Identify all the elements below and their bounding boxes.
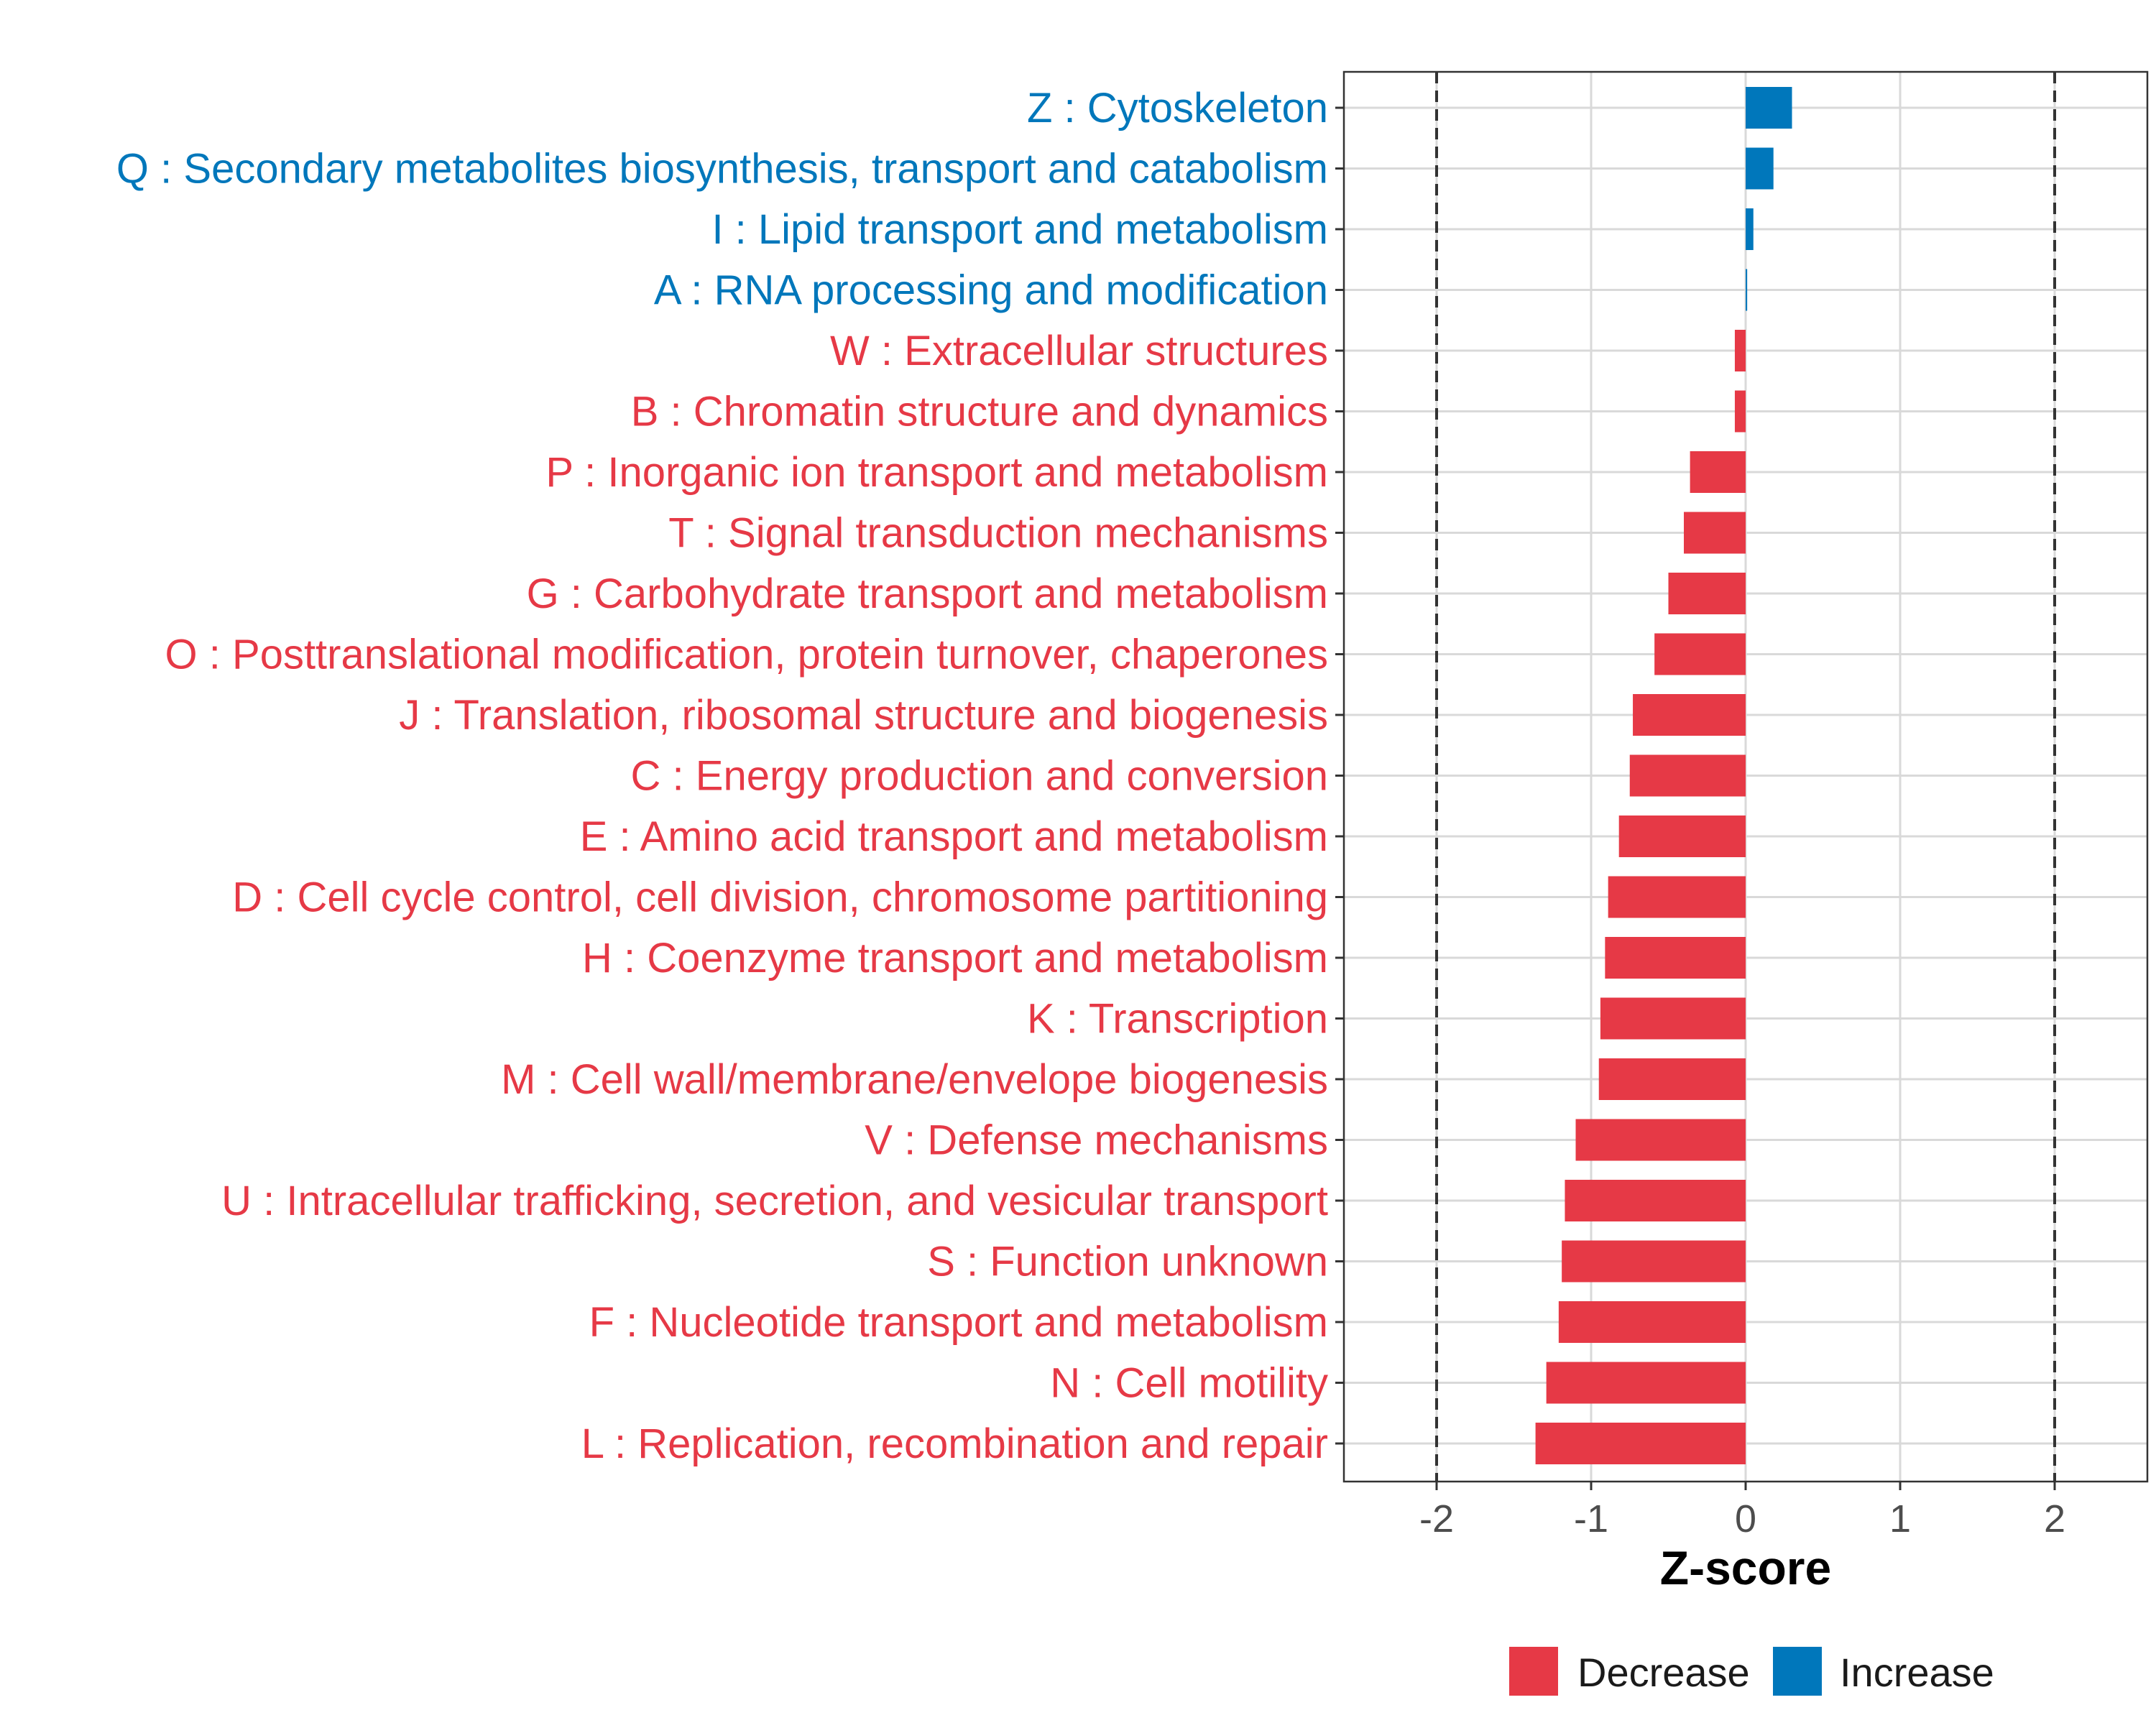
bar-increase <box>1746 147 1774 190</box>
category-label: W : Extracellular structures <box>830 328 1328 374</box>
legend-label-decrease: Decrease <box>1577 1650 1750 1695</box>
category-label: G : Carbohydrate transport and metabolis… <box>527 570 1328 617</box>
category-label: V : Defense mechanisms <box>865 1117 1328 1164</box>
category-label: A : RNA processing and modification <box>654 267 1328 314</box>
category-label: N : Cell motility <box>1050 1360 1328 1407</box>
bar-decrease <box>1690 451 1746 493</box>
reference-lines-layer <box>1435 72 2056 1482</box>
x-tick-label: 2 <box>2044 1497 2065 1540</box>
bar-decrease <box>1608 876 1746 918</box>
bar-decrease <box>1734 330 1746 371</box>
category-label: Q : Secondary metabolites biosynthesis, … <box>116 146 1328 193</box>
legend: Decrease Increase <box>1509 1647 1994 1696</box>
category-label: K : Transcription <box>1027 996 1328 1043</box>
bar-decrease <box>1654 633 1746 675</box>
category-label: P : Inorganic ion transport and metaboli… <box>545 449 1328 496</box>
bar-decrease <box>1633 694 1746 736</box>
category-label: D : Cell cycle control, cell division, c… <box>232 874 1328 921</box>
bar-decrease <box>1600 997 1746 1040</box>
category-label: Z : Cytoskeleton <box>1027 85 1328 131</box>
x-tick-label: -2 <box>1419 1497 1454 1540</box>
bar-decrease <box>1734 390 1746 433</box>
x-tick-label: 0 <box>1735 1497 1756 1540</box>
bar-decrease <box>1558 1301 1746 1343</box>
x-axis-title: Z-score <box>1660 1541 1831 1594</box>
x-axis: -2 -1 0 1 2 <box>1419 1482 2065 1540</box>
legend-swatch-decrease <box>1509 1647 1558 1696</box>
x-tick-label: 1 <box>1889 1497 1911 1540</box>
category-label: S : Function unknown <box>927 1239 1328 1285</box>
category-label: H : Coenzyme transport and metabolism <box>582 935 1328 981</box>
y-axis: Z : Cytoskeleton Q : Secondary metabolite… <box>116 85 1344 1467</box>
category-label: L : Replication, recombination and repai… <box>581 1420 1328 1467</box>
bar-increase <box>1746 269 1748 311</box>
category-label: J : Translation, ribosomal structure and… <box>399 692 1328 739</box>
bar-decrease <box>1535 1423 1746 1464</box>
bar-decrease <box>1575 1119 1746 1161</box>
category-label: E : Amino acid transport and metabolism <box>580 813 1328 860</box>
x-tick-label: -1 <box>1574 1497 1608 1540</box>
legend-swatch-increase <box>1773 1647 1822 1696</box>
legend-label-increase: Increase <box>1840 1650 1994 1695</box>
category-label: F : Nucleotide transport and metabolism <box>589 1299 1328 1346</box>
bar-decrease <box>1629 754 1746 797</box>
category-label: U : Intracellular trafficking, secretion… <box>221 1178 1328 1224</box>
bar-decrease <box>1668 573 1746 614</box>
bar-decrease <box>1562 1240 1746 1283</box>
bar-decrease <box>1618 816 1746 857</box>
category-label: C : Energy production and conversion <box>631 753 1328 800</box>
category-label: I : Lipid transport and metabolism <box>711 206 1328 253</box>
bar-decrease <box>1546 1362 1746 1404</box>
bar-increase <box>1746 87 1792 129</box>
bar-decrease <box>1598 1058 1746 1100</box>
bars-layer <box>1535 87 1792 1464</box>
category-label: B : Chromatin structure and dynamics <box>631 389 1328 435</box>
bar-decrease <box>1605 937 1746 979</box>
bar-decrease <box>1684 512 1746 554</box>
category-label: O : Posttranslational modification, prot… <box>165 632 1328 678</box>
bar-decrease <box>1565 1180 1746 1221</box>
category-label: M : Cell wall/membrane/envelope biogenes… <box>501 1056 1328 1103</box>
bar-increase <box>1746 208 1754 250</box>
category-label: T : Signal transduction mechanisms <box>668 510 1328 557</box>
